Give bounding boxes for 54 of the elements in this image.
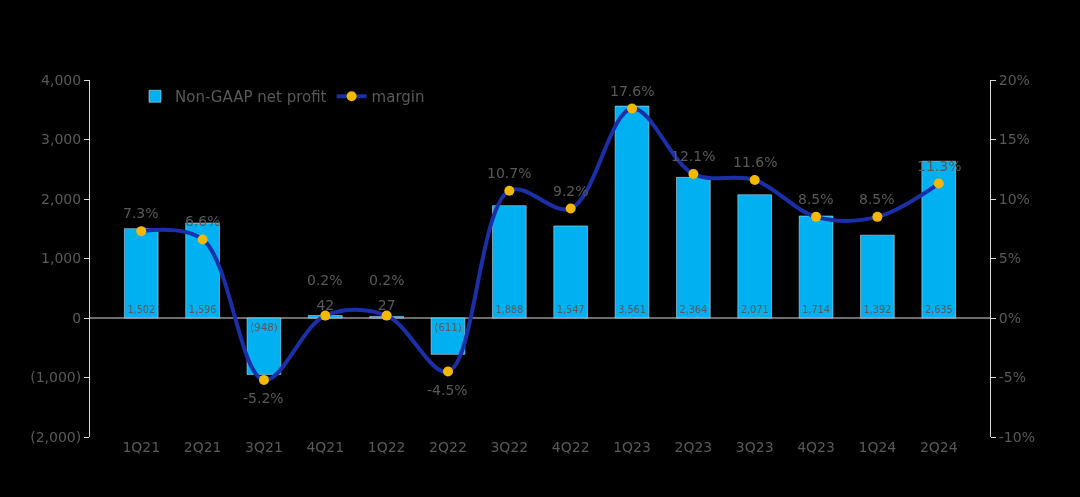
x-tick-label: 1Q21 [122,439,161,455]
y-tick-label: 0 [72,309,82,326]
x-tick-label: 1Q23 [613,439,651,455]
x-tick-label: 2Q22 [429,439,467,455]
data-label: 7.3% [123,205,159,221]
y2-tick-label: -5% [998,369,1027,386]
data-label: 2,364 [679,303,708,315]
y2-tick-label: 0% [998,309,1022,326]
data-label: 8.5% [798,191,834,207]
data-label: 1,547 [556,303,585,315]
x-tick-label: 2Q21 [183,439,222,455]
data-label: 0.2% [369,272,405,288]
data-label: 8.5% [859,191,895,207]
data-label: 11.6% [733,154,778,170]
x-tick-label: 2Q24 [919,439,958,455]
data-label: -4.5% [427,382,468,398]
data-label: 17.6% [610,83,655,99]
data-label: 3,561 [618,303,646,315]
data-label: 2,071 [740,303,769,315]
y2-tick-label: 10% [998,190,1030,207]
data-label: 10.7% [487,165,532,181]
data-label: 1,596 [188,303,217,315]
data-label: (948) [250,320,278,333]
y-tick-label: (2,000) [30,428,82,445]
y-tick-label: 4,000 [41,71,82,88]
data-label: 42 [316,296,335,313]
data-label: 27 [377,297,396,314]
data-label: -5.2% [243,390,284,406]
y-tick-label: 2,000 [41,190,82,207]
x-tick-label: 3Q22 [490,439,529,455]
data-label: 0.2% [307,272,343,288]
data-label: 2,635 [924,303,953,315]
data-label: 1,714 [802,303,830,315]
y2-tick-label: 15% [998,131,1030,148]
x-tick-label: 4Q22 [551,439,590,455]
y-tick-label: (1,000) [30,369,82,386]
y2-tick-label: 20% [998,71,1030,88]
y2-tick-label: -10% [998,428,1035,445]
data-label: (611) [434,320,462,333]
x-tick-label: 4Q21 [306,439,345,455]
data-label: 1,502 [127,303,156,315]
legend-label: margin [371,88,425,107]
x-tick-label: 1Q22 [367,439,406,455]
x-tick-label: 1Q24 [858,439,897,455]
data-label: 1,888 [495,303,524,315]
y2-tick-label: 5% [998,250,1022,267]
x-tick-label: 3Q21 [245,439,283,455]
y-tick-label: 1,000 [41,250,82,267]
data-label: 1,392 [863,303,892,315]
x-tick-label: 2Q23 [674,439,713,455]
legend-label: Non-GAAP net profit [175,88,327,107]
y-tick-label: 3,000 [41,131,82,148]
x-tick-label: 4Q23 [797,439,835,455]
x-tick-label: 3Q23 [735,439,774,455]
